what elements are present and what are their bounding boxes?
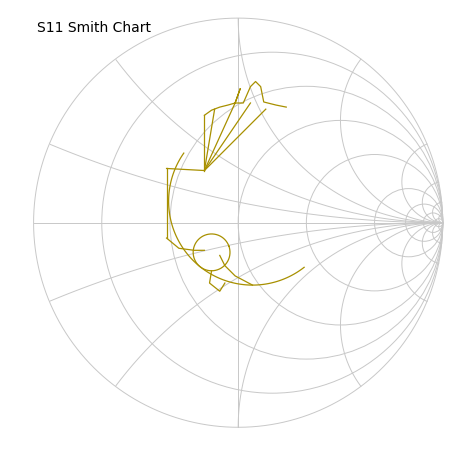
Text: S11 Smith Chart: S11 Smith Chart — [37, 21, 151, 35]
